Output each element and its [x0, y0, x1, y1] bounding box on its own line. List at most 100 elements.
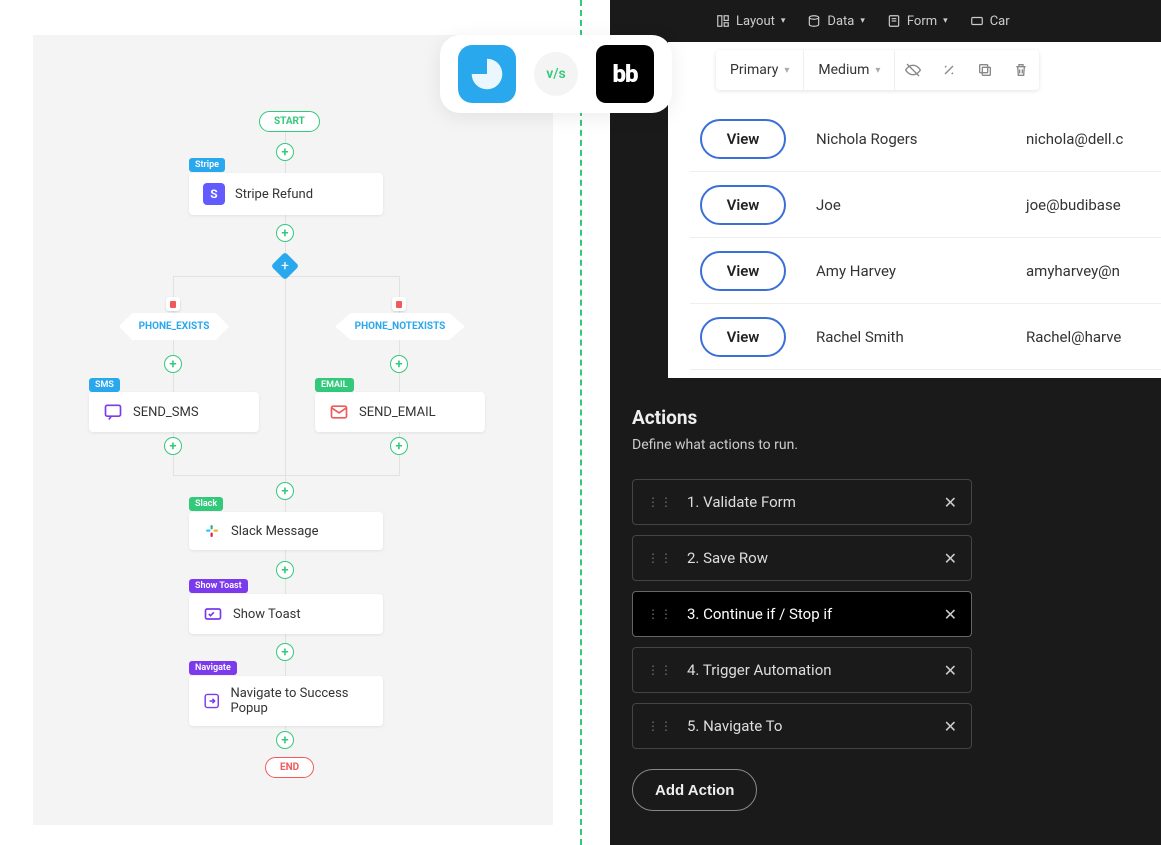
plus-button[interactable]: + — [164, 437, 182, 455]
action-item[interactable]: ⋮⋮ 5. Navigate To ✕ — [632, 703, 972, 749]
view-button[interactable]: View — [700, 119, 786, 159]
budibase-content: Primary▾ Medium▾ View Nichola Rogers nic… — [668, 42, 1161, 378]
action-label: 1. Validate Form — [687, 493, 930, 511]
chat-icon — [103, 402, 123, 422]
cell-name: Joe — [816, 196, 996, 214]
menu-label: Data — [827, 14, 854, 29]
cell-email: nichola@dell.c — [1026, 130, 1161, 148]
duplicate-icon[interactable] — [967, 62, 1003, 78]
table-row: View Rachel Smith Rachel@harve — [690, 304, 1161, 370]
button-toolbar: Primary▾ Medium▾ — [716, 50, 1039, 90]
action-item-selected[interactable]: ⋮⋮ 3. Continue if / Stop if ✕ — [632, 591, 972, 637]
plus-button[interactable]: + — [276, 643, 294, 661]
view-button[interactable]: View — [700, 317, 786, 357]
node-tag-email: EMAIL — [315, 378, 354, 392]
node-send-email[interactable]: SEND_EMAIL — [315, 392, 485, 432]
node-navigate[interactable]: Navigate to Success Popup — [189, 676, 383, 726]
drag-handle-icon[interactable]: ⋮⋮ — [647, 495, 673, 509]
size-dropdown[interactable]: Medium▾ — [804, 50, 895, 90]
cell-name: Nichola Rogers — [816, 130, 996, 148]
visibility-icon[interactable] — [895, 62, 931, 78]
node-label: SEND_EMAIL — [359, 405, 436, 420]
menu-label: Form — [907, 14, 937, 29]
budibase-topbar: Layout▾ Data▾ Form▾ Car — [610, 0, 1161, 42]
plus-button[interactable]: + — [276, 561, 294, 579]
view-button[interactable]: View — [700, 185, 786, 225]
stripe-icon: S — [203, 183, 225, 205]
node-label: Slack Message — [231, 524, 319, 539]
dronahq-logo — [458, 45, 516, 103]
vs-badge: v/s bb — [440, 35, 672, 113]
table-row: View Nichola Rogers nichola@dell.c — [690, 106, 1161, 172]
condition-phone-exists[interactable]: PHONE_EXISTS — [119, 313, 229, 340]
delete-icon[interactable] — [392, 297, 406, 311]
cell-name: Rachel Smith — [816, 328, 996, 346]
plus-button[interactable]: + — [390, 437, 408, 455]
node-slack-message[interactable]: Slack Message — [189, 512, 383, 550]
menu-card[interactable]: Car — [970, 14, 1010, 29]
menu-layout[interactable]: Layout▾ — [716, 14, 785, 29]
delete-icon[interactable] — [166, 297, 180, 311]
node-show-toast[interactable]: Show Toast — [189, 594, 383, 634]
actions-subtitle: Define what actions to run. — [632, 437, 1139, 453]
node-label: Navigate to Success Popup — [230, 686, 369, 716]
view-button[interactable]: View — [700, 251, 786, 291]
action-label: 4. Trigger Automation — [687, 661, 930, 679]
primary-dropdown[interactable]: Primary▾ — [716, 50, 804, 90]
plus-button[interactable]: + — [276, 224, 294, 242]
vs-label: v/s — [534, 52, 578, 96]
action-label: 3. Continue if / Stop if — [687, 605, 930, 623]
decision-node[interactable]: + — [271, 252, 299, 280]
design-icon[interactable] — [931, 62, 967, 78]
node-tag-navigate: Navigate — [189, 661, 237, 675]
flowchart-panel: START + Stripe S Stripe Refund + + PHONE… — [33, 35, 553, 825]
node-tag-toast: Show Toast — [189, 579, 248, 593]
close-icon[interactable]: ✕ — [944, 661, 957, 680]
drag-handle-icon[interactable]: ⋮⋮ — [647, 663, 673, 677]
mail-icon — [329, 402, 349, 422]
flow-end: END — [265, 757, 314, 778]
node-label: SEND_SMS — [133, 405, 199, 420]
node-tag-slack: Slack — [189, 497, 223, 511]
card-icon — [970, 14, 984, 28]
drag-handle-icon[interactable]: ⋮⋮ — [647, 607, 673, 621]
arrow-right-icon — [203, 691, 220, 711]
action-item[interactable]: ⋮⋮ 1. Validate Form ✕ — [632, 479, 972, 525]
data-icon — [807, 14, 821, 28]
menu-label: Car — [990, 14, 1010, 29]
action-item[interactable]: ⋮⋮ 4. Trigger Automation ✕ — [632, 647, 972, 693]
close-icon[interactable]: ✕ — [944, 717, 957, 736]
action-item[interactable]: ⋮⋮ 2. Save Row ✕ — [632, 535, 972, 581]
drag-handle-icon[interactable]: ⋮⋮ — [647, 719, 673, 733]
actions-panel: Actions Define what actions to run. ⋮⋮ 1… — [610, 378, 1161, 845]
plus-button[interactable]: + — [276, 482, 294, 500]
node-send-sms[interactable]: SEND_SMS — [89, 392, 259, 432]
menu-label: Layout — [736, 14, 775, 29]
layout-icon — [716, 14, 730, 28]
condition-phone-notexists[interactable]: PHONE_NOTEXISTS — [335, 313, 465, 340]
plus-button[interactable]: + — [164, 355, 182, 373]
cell-name: Amy Harvey — [816, 262, 996, 280]
delete-icon[interactable] — [1003, 62, 1039, 78]
plus-button[interactable]: + — [276, 731, 294, 749]
menu-data[interactable]: Data▾ — [807, 14, 864, 29]
plus-button[interactable]: + — [276, 143, 294, 161]
cell-email: amyharvey@n — [1026, 262, 1161, 280]
budibase-panel: Layout▾ Data▾ Form▾ Car Primary▾ Medium▾ — [610, 0, 1161, 845]
close-icon[interactable]: ✕ — [944, 605, 957, 624]
cell-email: joe@budibase — [1026, 196, 1161, 214]
cell-email: Rachel@harve — [1026, 328, 1161, 346]
close-icon[interactable]: ✕ — [944, 549, 957, 568]
menu-form[interactable]: Form▾ — [887, 14, 948, 29]
node-label: Show Toast — [233, 607, 301, 622]
plus-button[interactable]: + — [390, 355, 408, 373]
action-label: 2. Save Row — [687, 549, 930, 567]
budibase-logo: bb — [596, 45, 654, 103]
node-label: Stripe Refund — [235, 187, 313, 202]
node-stripe-refund[interactable]: S Stripe Refund — [189, 173, 383, 215]
add-action-button[interactable]: Add Action — [632, 769, 757, 811]
form-icon — [887, 14, 901, 28]
drag-handle-icon[interactable]: ⋮⋮ — [647, 551, 673, 565]
close-icon[interactable]: ✕ — [944, 493, 957, 512]
flow-start: START — [259, 111, 320, 132]
